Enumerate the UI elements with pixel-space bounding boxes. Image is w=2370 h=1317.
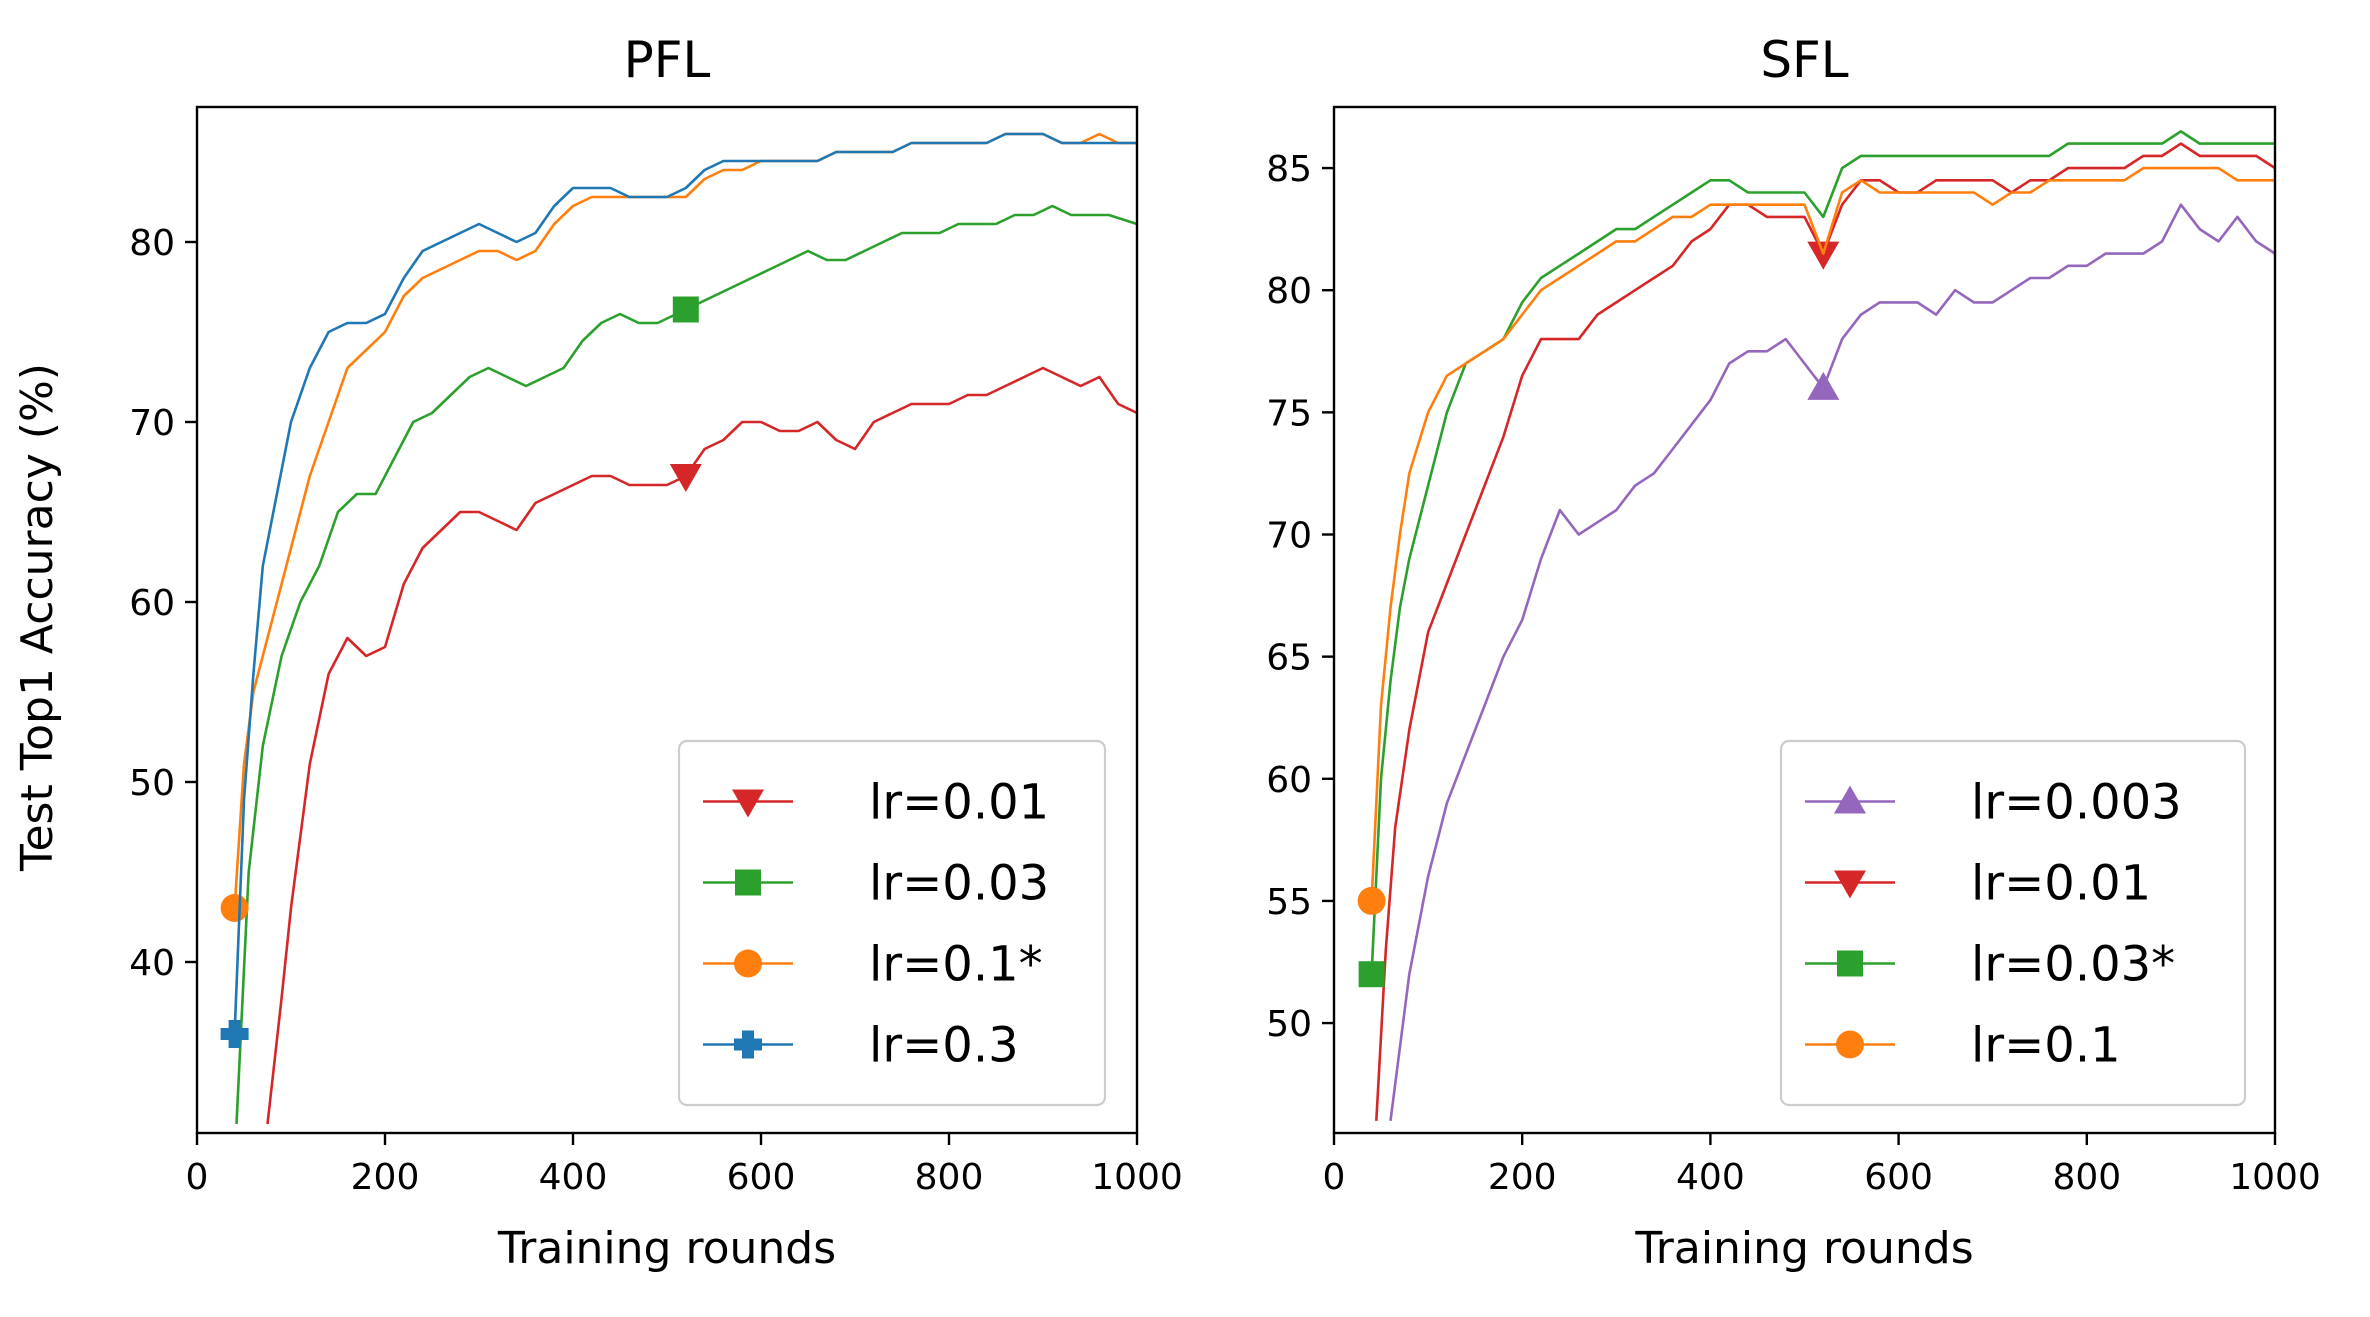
- y-tick-label: 70: [1266, 516, 1312, 557]
- y-tick-label: 50: [129, 763, 175, 804]
- legend-marker: [735, 869, 761, 896]
- x-tick-label: 0: [1323, 1157, 1346, 1198]
- y-tick-label: 55: [1266, 882, 1312, 923]
- legend: lr=0.003 lr=0.01 lr=0.03* lr=0.1: [1779, 739, 2247, 1107]
- series-line-lr-0-01: [266, 366, 1137, 1125]
- legend-entry-label: lr=0.3: [869, 1018, 1019, 1074]
- x-tick-label: 200: [351, 1157, 420, 1198]
- x-tick-label: 600: [1864, 1157, 1933, 1198]
- series-marker: [1807, 371, 1840, 400]
- legend: lr=0.01 lr=0.03 lr=0.1* lr=0.3: [677, 739, 1107, 1107]
- legend-entry-label: lr=0.1: [1971, 1018, 2121, 1074]
- legend-entry-label: lr=0.03: [869, 856, 1049, 912]
- x-tick-label: 400: [1676, 1157, 1745, 1198]
- x-tick-label: 800: [915, 1157, 984, 1198]
- series-marker: [220, 1020, 249, 1048]
- x-tick-label: 400: [539, 1157, 608, 1198]
- chart-pfl: PFL Training rounds 0 200 400 600 800 1000 40 50 6…: [129, 31, 1183, 1274]
- series-line-lr-0-01: [1375, 142, 2275, 1121]
- chart-title: PFL: [624, 31, 711, 89]
- series-line-lr-0-3: [233, 132, 1137, 1035]
- x-axis-label: Training rounds: [497, 1223, 836, 1274]
- y-tick-label: 40: [129, 943, 175, 984]
- legend-marker: [1834, 870, 1866, 899]
- legend-marker: [734, 949, 762, 978]
- legend-box: [677, 739, 1107, 1107]
- legend-marker: [1836, 1030, 1864, 1059]
- x-tick-label: 600: [727, 1157, 796, 1198]
- plot-frame: [1332, 105, 2277, 1135]
- legend-entry-label: lr=0.01: [1971, 856, 2151, 912]
- series-marker: [669, 464, 702, 492]
- x-tick-label: 1000: [1091, 1157, 1183, 1198]
- y-axis-label: Test Top1 Accuracy (%): [12, 363, 63, 872]
- y-tick-label: 60: [129, 583, 175, 624]
- series-marker: [1807, 241, 1840, 270]
- legend-entry-label: lr=0.003: [1971, 775, 2182, 831]
- series-marker: [1358, 961, 1385, 988]
- x-tick-label: 200: [1488, 1157, 1557, 1198]
- y-tick-label: 85: [1266, 149, 1312, 190]
- x-tick-label: 0: [186, 1157, 209, 1198]
- series-line-lr-0-1: [1370, 166, 2275, 901]
- chart-title: SFL: [1760, 31, 1848, 89]
- x-tick-label: 800: [2052, 1157, 2121, 1198]
- legend-box: [1779, 739, 2247, 1107]
- chart-sfl: SFL Training rounds 0 200 400 600 800 1000 50 55 6…: [1266, 31, 2321, 1274]
- legend-marker: [734, 1030, 762, 1059]
- series-marker: [672, 296, 699, 323]
- y-tick-label: 70: [129, 403, 175, 444]
- x-axis-label: Training rounds: [1634, 1223, 1973, 1274]
- y-tick-label: 80: [129, 223, 175, 264]
- series-marker: [1357, 886, 1386, 915]
- y-tick-label: 80: [1266, 271, 1312, 312]
- y-tick-label: 50: [1266, 1004, 1312, 1045]
- y-tick-label: 60: [1266, 760, 1312, 801]
- legend-marker: [1834, 785, 1866, 814]
- y-tick-label: 65: [1266, 638, 1312, 679]
- legend-entry-label: lr=0.03*: [1971, 937, 2175, 993]
- plot-frame: [195, 105, 1139, 1135]
- x-tick-label: 1000: [2229, 1157, 2321, 1198]
- legend-marker: [1837, 950, 1863, 977]
- legend-marker: [732, 789, 764, 818]
- legend-entry-label: lr=0.1*: [869, 937, 1043, 993]
- y-tick-label: 75: [1266, 393, 1312, 434]
- series-marker: [220, 894, 249, 922]
- legend-entry-label: lr=0.01: [869, 775, 1049, 831]
